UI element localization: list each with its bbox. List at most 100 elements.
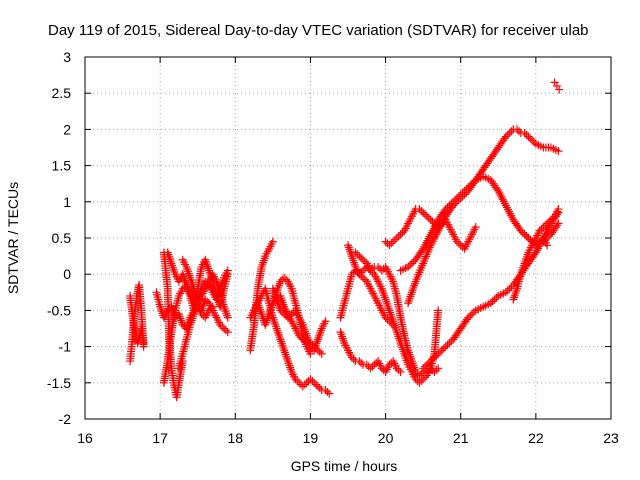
data-point — [543, 241, 552, 250]
data-point — [533, 239, 542, 248]
data-point — [377, 364, 386, 373]
data-point — [268, 237, 277, 246]
y-tick-label: 0 — [63, 266, 71, 282]
data-point — [394, 232, 403, 241]
data-point — [421, 362, 430, 371]
data-point — [426, 215, 435, 224]
series-trace-16 — [344, 241, 398, 329]
data-point — [360, 257, 369, 266]
data-point — [310, 342, 319, 351]
x-tick-label: 19 — [303, 430, 319, 446]
data-point — [392, 234, 401, 242]
data-point — [325, 389, 334, 398]
data-point — [407, 259, 416, 268]
x-tick-label: 21 — [453, 430, 469, 446]
data-point — [419, 208, 428, 217]
data-point — [347, 270, 356, 279]
data-point — [415, 378, 424, 387]
data-point — [469, 308, 478, 317]
data-point — [298, 382, 307, 391]
data-point — [201, 295, 210, 304]
data-point — [554, 205, 563, 214]
data-point — [355, 270, 364, 279]
data-point — [321, 386, 330, 395]
data-point — [323, 387, 332, 396]
data-point — [313, 382, 322, 391]
data-point — [526, 235, 535, 244]
data-point — [490, 295, 499, 304]
data-point — [505, 129, 514, 138]
data-point — [513, 125, 522, 134]
data-point — [276, 277, 285, 286]
data-point — [501, 288, 510, 297]
data-point — [300, 337, 309, 346]
data-point — [366, 364, 375, 373]
data-point — [415, 371, 424, 380]
y-tick-label: -1 — [59, 339, 72, 355]
data-point — [396, 367, 405, 376]
data-point — [366, 266, 375, 275]
data-point — [522, 130, 531, 139]
x-tick-label: 23 — [603, 430, 619, 446]
data-point — [449, 201, 458, 210]
data-point — [528, 237, 537, 246]
data-point — [396, 230, 405, 239]
data-point — [518, 228, 527, 237]
x-axis-label: GPS time / hours — [291, 458, 398, 474]
data-point — [430, 367, 439, 376]
data-point — [417, 376, 426, 385]
data-point — [451, 199, 460, 208]
data-point — [282, 275, 291, 284]
data-point — [486, 299, 495, 308]
data-point — [505, 284, 514, 293]
data-point — [392, 364, 401, 373]
data-point — [529, 138, 538, 147]
data-point — [276, 306, 285, 315]
data-point — [501, 132, 510, 141]
series-trace-22 — [509, 205, 563, 304]
data-point — [421, 210, 430, 219]
data-point — [394, 366, 403, 375]
data-point — [204, 306, 213, 315]
data-point — [503, 286, 512, 295]
data-point — [434, 364, 443, 373]
data-point — [139, 338, 148, 347]
data-point — [417, 369, 426, 378]
data-point — [312, 380, 321, 389]
data-point — [353, 250, 362, 259]
y-tick-label: 2.5 — [52, 85, 72, 101]
data-point — [426, 357, 435, 366]
data-point — [359, 255, 368, 264]
data-point — [374, 262, 383, 271]
data-point — [355, 357, 364, 366]
data-point — [439, 344, 448, 353]
data-point — [381, 237, 390, 246]
data-point — [441, 342, 450, 351]
data-point — [422, 212, 431, 221]
data-point — [405, 261, 414, 270]
data-point — [310, 378, 319, 387]
x-tick-label: 22 — [528, 430, 544, 446]
data-point — [488, 297, 497, 306]
series-trace-20 — [404, 125, 563, 308]
data-point — [526, 134, 535, 143]
data-point — [351, 248, 360, 257]
data-point — [554, 219, 563, 228]
data-point — [315, 348, 324, 357]
y-tick-label: 1 — [63, 194, 71, 210]
x-tick-label: 20 — [378, 430, 394, 446]
data-point — [434, 306, 443, 315]
data-point — [471, 223, 480, 232]
x-tick-label: 16 — [77, 430, 93, 446]
data-point — [223, 328, 232, 337]
data-point — [545, 217, 554, 226]
series-trace-23 — [520, 230, 552, 250]
data-point — [432, 366, 441, 375]
data-point — [220, 324, 229, 333]
data-point — [313, 346, 322, 355]
data-point — [424, 214, 433, 223]
data-point — [308, 340, 317, 349]
data-point — [315, 384, 324, 393]
y-tick-label: 0.5 — [52, 230, 72, 246]
